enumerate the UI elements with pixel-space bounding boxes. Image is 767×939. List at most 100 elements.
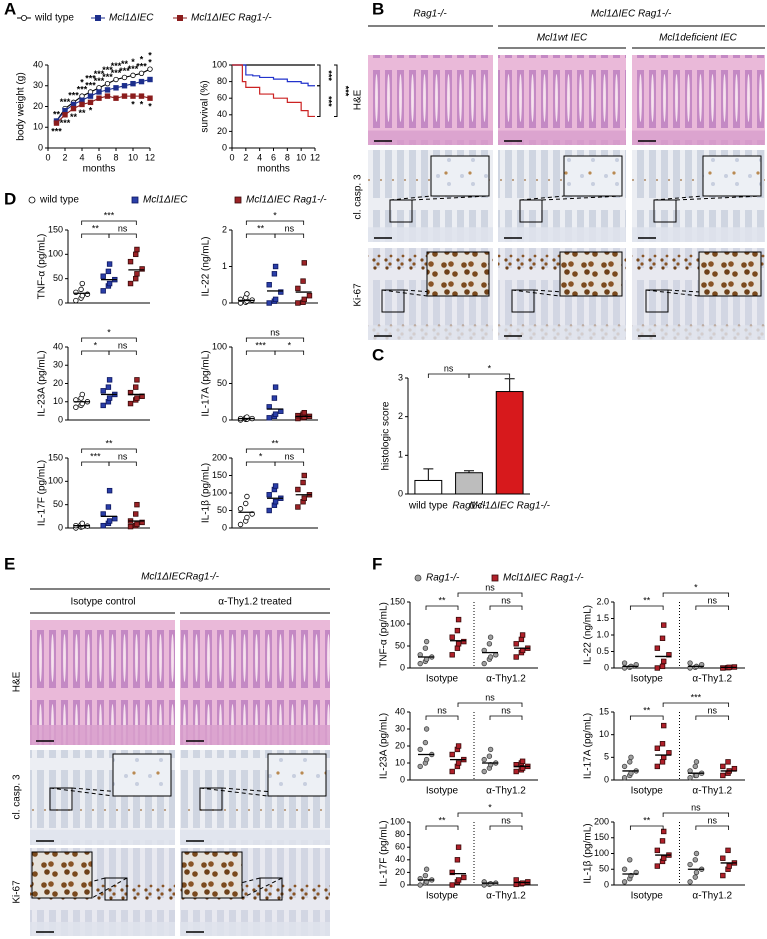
data-point	[481, 660, 487, 667]
significance-bracket	[457, 812, 523, 817]
data-point	[278, 289, 284, 295]
data-point	[134, 395, 140, 401]
data-point	[134, 246, 140, 253]
data-point	[720, 855, 726, 861]
significance-label: ns	[285, 451, 295, 461]
significance-bracket	[334, 64, 338, 117]
significance-label: ***	[119, 66, 130, 76]
data-point	[147, 66, 153, 72]
data-point	[628, 770, 634, 776]
y-tick-label: 150	[212, 470, 227, 480]
data-point	[105, 384, 112, 390]
significance-label: ***	[102, 72, 113, 82]
significance-label: **	[643, 595, 651, 605]
y-tick-label: 40	[217, 109, 227, 119]
y-tick-label: 2.0	[596, 596, 609, 606]
data-point	[454, 645, 461, 651]
data-point	[661, 622, 667, 628]
data-point	[121, 74, 128, 81]
x-axis-label: months	[83, 164, 116, 175]
significance-bracket	[427, 373, 470, 378]
significance-label: ns	[501, 705, 511, 715]
significance-label: **	[78, 108, 86, 118]
data-point	[661, 722, 667, 729]
x-tick-label: 8	[285, 152, 290, 162]
data-point	[692, 763, 698, 770]
y-axis-label: IL-17F (pg/mL)	[37, 460, 48, 526]
significance-label: ***	[324, 70, 334, 81]
submucosa	[368, 325, 493, 340]
significance-bracket	[81, 337, 137, 342]
y-axis-label: IL-1β (pg/mL)	[201, 463, 212, 523]
y-axis-label: TNF-α (pg/mL)	[379, 602, 390, 668]
significance-label: ***	[60, 118, 71, 128]
significance-label: *	[148, 58, 152, 68]
data-point	[301, 472, 307, 479]
significance-label: ***	[68, 91, 79, 101]
data-point	[486, 753, 493, 759]
inset	[181, 851, 243, 899]
data-point	[301, 296, 307, 303]
submucosa	[180, 725, 330, 745]
data-point	[113, 76, 119, 83]
data-point	[244, 514, 250, 521]
data-point	[106, 395, 113, 401]
data-point	[621, 660, 628, 666]
data-point	[687, 861, 693, 868]
panel-label: C	[372, 345, 384, 364]
inset-source	[381, 289, 405, 313]
significance-label: ***	[111, 61, 122, 71]
data-point	[519, 758, 526, 764]
y-axis-label: IL-22 (ng/mL)	[583, 605, 594, 665]
data-point	[417, 660, 423, 667]
data-point	[138, 70, 145, 76]
data-point	[133, 275, 139, 282]
data-point	[130, 72, 136, 79]
y-axis-label: body weight (g)	[16, 72, 27, 140]
data-point	[244, 493, 250, 500]
y-tick-label: 100	[48, 249, 63, 259]
significance-bracket	[245, 461, 276, 466]
significance-label: *	[488, 363, 492, 373]
significance-label: ***	[85, 80, 96, 90]
data-point	[654, 645, 661, 651]
inset-source	[389, 199, 413, 223]
y-axis-label: histologic score	[381, 401, 392, 470]
significance-bracket	[457, 592, 523, 597]
data-point	[127, 258, 134, 265]
y-tick-label: 100	[212, 59, 227, 69]
panel-label: E	[4, 554, 15, 573]
data-point	[422, 645, 429, 651]
y-tick-label: 0	[38, 142, 43, 152]
legend-label: Mcl1ΔIEC	[109, 13, 154, 24]
significance-label: ns	[707, 705, 717, 715]
row-label: cl. casp. 3	[12, 774, 23, 819]
inset-source	[49, 787, 73, 811]
data-point	[487, 634, 494, 640]
y-tick-label: 20	[217, 126, 227, 136]
significance-label: **	[70, 112, 78, 122]
column-header: α-Thy1.2 treated	[218, 597, 292, 608]
significance-bracket	[245, 233, 276, 238]
y-tick-label: 20	[53, 378, 63, 388]
data-point	[133, 384, 139, 390]
submucosa	[632, 227, 765, 242]
significance-label: ***	[691, 692, 702, 702]
bar	[495, 391, 524, 495]
submucosa	[30, 921, 175, 936]
inset-source	[653, 199, 677, 223]
significance-label: ***	[94, 69, 105, 79]
data-point	[266, 492, 272, 498]
y-tick-label: 0	[222, 142, 227, 152]
data-point	[295, 300, 301, 306]
data-point	[621, 866, 628, 872]
column-subheader: Mcl1wt IEC	[537, 33, 588, 44]
x-tick-label: Isotype	[631, 674, 664, 685]
data-point	[487, 746, 494, 753]
y-tick-label: 40	[33, 59, 43, 69]
x-tick-label: 8	[113, 152, 118, 162]
data-point	[130, 93, 136, 99]
data-point	[661, 855, 667, 861]
error-bar	[504, 378, 515, 392]
significance-label: *	[140, 55, 144, 65]
